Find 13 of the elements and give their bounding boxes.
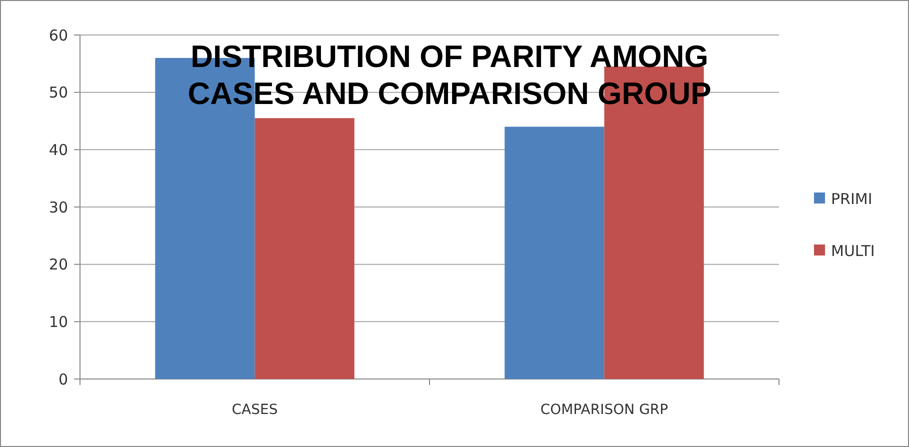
y-tick-label: 10 <box>48 312 68 331</box>
y-tick-label: 20 <box>48 256 68 274</box>
bar <box>504 126 604 379</box>
x-tick-label: COMPARISON GRP <box>540 402 668 418</box>
y-tick-label: 0 <box>58 370 68 388</box>
y-tick-label: 30 <box>48 198 68 216</box>
legend-label: MULTI <box>831 242 875 260</box>
y-tick-label: 60 <box>48 26 68 44</box>
x-tick-label: CASES <box>232 402 278 418</box>
y-tick-label: 40 <box>48 140 68 159</box>
bar <box>254 118 354 379</box>
y-tick-label: 50 <box>48 84 68 102</box>
legend-label: PRIMI <box>831 190 872 208</box>
